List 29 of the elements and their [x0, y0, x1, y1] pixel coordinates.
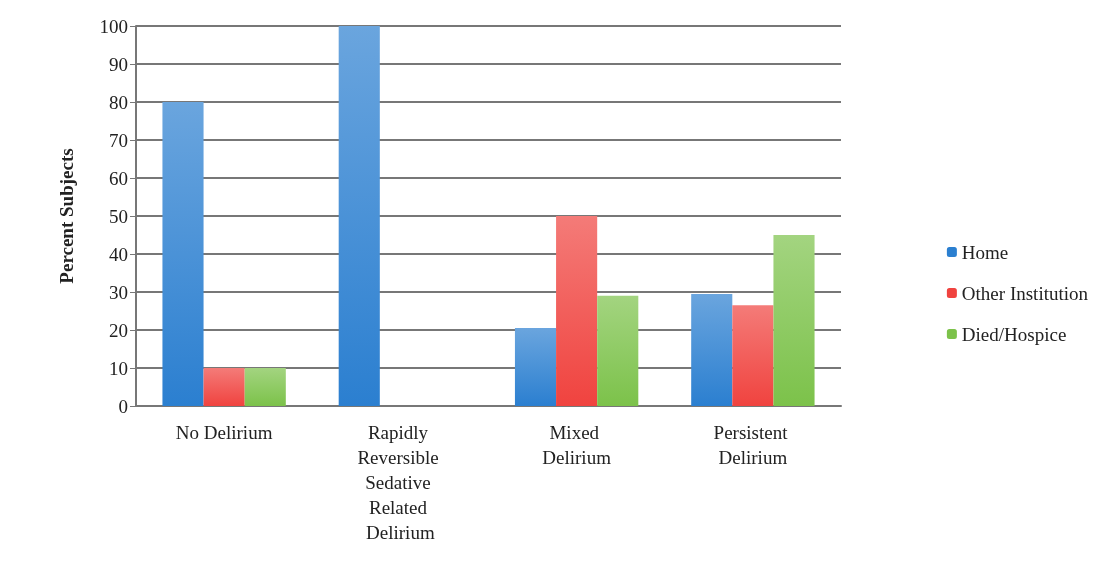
y-tick-label: 90 [109, 53, 128, 75]
bar [773, 235, 815, 406]
bar [597, 295, 639, 406]
legend-label: Other Institution [961, 282, 1089, 304]
y-tick-label: 20 [109, 319, 128, 341]
x-tick-label: No Delirium [175, 422, 273, 443]
y-tick-label: 70 [109, 129, 128, 151]
x-tick-label: Mixed Delirium [542, 422, 612, 468]
y-tick-label: 50 [109, 205, 128, 227]
x-tick-label: Rapidly Reversible Sedative Related Delirium [357, 422, 444, 543]
bar [732, 305, 774, 406]
bar [556, 216, 598, 406]
y-tick-label: 0 [118, 395, 128, 417]
y-tick-label: 60 [109, 167, 128, 189]
bar [162, 102, 204, 406]
bar [691, 293, 733, 406]
y-tick-label: 80 [109, 91, 128, 113]
y-axis-title: Percent Subjects [56, 148, 77, 284]
bar [203, 368, 245, 406]
bar [338, 26, 380, 406]
bar [514, 328, 557, 406]
x-tick-label: Persistent Delirium [713, 422, 793, 468]
y-tick-label: 30 [109, 281, 128, 303]
y-tick-label: 100 [99, 15, 128, 37]
y-tick-label: 40 [109, 243, 128, 265]
legend-label: Died/Hospice [961, 323, 1067, 345]
legend-label: Home [961, 241, 1009, 263]
bar [244, 368, 286, 406]
y-tick-label: 10 [109, 357, 128, 379]
